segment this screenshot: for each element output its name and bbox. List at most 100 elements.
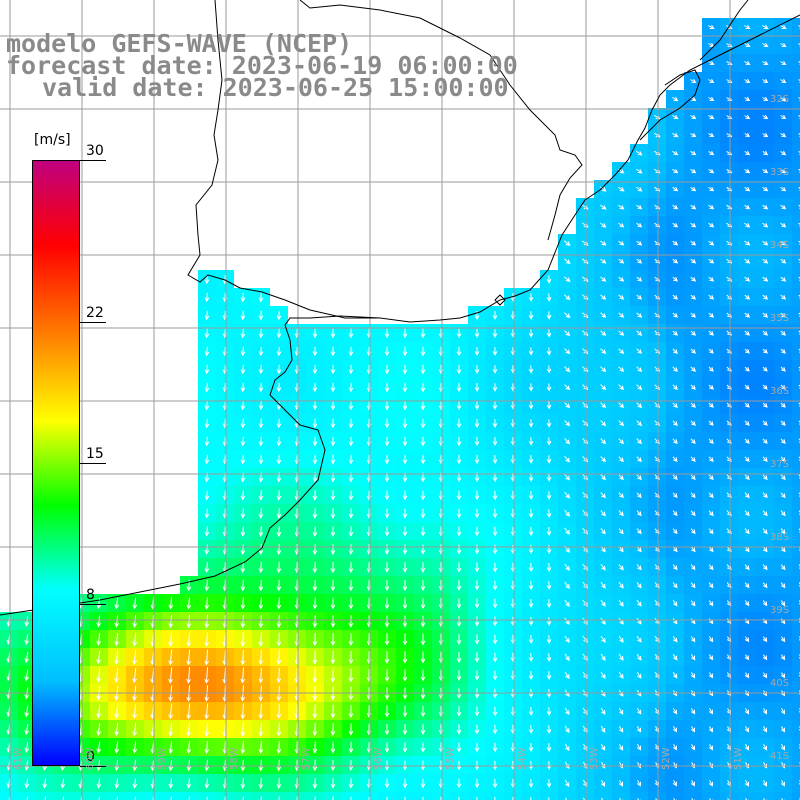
wind-arrow xyxy=(276,597,282,610)
wind-arrow xyxy=(384,454,390,465)
field-cell xyxy=(756,792,774,800)
wind-arrow xyxy=(456,508,462,519)
wind-arrow xyxy=(474,580,480,591)
wind-arrow xyxy=(600,402,607,409)
wind-arrow xyxy=(546,455,552,464)
wind-arrow xyxy=(420,651,426,664)
wind-arrow xyxy=(420,328,426,339)
wind-arrow xyxy=(763,797,767,800)
wind-arrow xyxy=(672,474,678,480)
wind-arrow xyxy=(384,382,390,393)
wind-arrow xyxy=(619,797,624,800)
wind-arrow xyxy=(492,580,498,591)
wind-arrow xyxy=(492,329,498,338)
wind-arrow xyxy=(420,597,426,610)
wind-arrow xyxy=(708,60,715,66)
wind-arrow xyxy=(600,240,607,246)
wind-arrow xyxy=(636,635,642,643)
wind-arrow xyxy=(204,722,210,737)
wind-arrow xyxy=(780,204,787,210)
wind-arrow xyxy=(708,456,714,462)
wind-arrow xyxy=(690,330,696,336)
wind-arrow xyxy=(762,510,768,517)
wind-arrow xyxy=(672,492,678,498)
wind-arrow xyxy=(780,60,787,66)
wind-arrow xyxy=(528,383,534,392)
wind-arrow xyxy=(798,294,800,299)
wind-arrow xyxy=(690,528,696,535)
wind-arrow xyxy=(546,743,552,752)
field-cell xyxy=(684,792,702,800)
wind-arrow xyxy=(600,653,606,661)
wind-arrow xyxy=(312,650,318,665)
wind-arrow xyxy=(330,633,336,646)
wind-arrow xyxy=(492,562,498,573)
wind-arrow xyxy=(564,491,571,499)
wind-arrow xyxy=(420,490,426,501)
wind-arrow xyxy=(492,598,498,609)
wind-arrow xyxy=(780,222,787,228)
wind-arrow xyxy=(762,456,768,462)
wind-arrow xyxy=(582,294,589,300)
wind-arrow xyxy=(348,364,354,375)
wind-arrow xyxy=(708,276,715,282)
wind-arrow xyxy=(96,759,102,772)
wind-arrow xyxy=(564,527,571,535)
wind-arrow xyxy=(312,741,318,754)
wind-arrow xyxy=(132,722,138,737)
wind-arrow xyxy=(348,418,354,429)
wind-arrow xyxy=(474,490,480,501)
wind-arrow xyxy=(546,526,552,537)
wind-arrow xyxy=(204,526,210,537)
wind-arrow xyxy=(708,636,714,643)
field-cell xyxy=(252,792,270,800)
wind-arrow xyxy=(276,346,282,357)
wind-arrow xyxy=(348,490,354,501)
wind-arrow xyxy=(402,436,408,447)
wind-arrow xyxy=(600,563,606,571)
wind-arrow xyxy=(762,726,768,733)
wind-arrow xyxy=(402,544,408,555)
wind-arrow xyxy=(240,310,246,321)
wind-arrow xyxy=(186,741,192,754)
wind-arrow xyxy=(492,544,498,555)
wind-arrow xyxy=(636,168,643,174)
wind-arrow xyxy=(744,222,751,228)
wind-arrow xyxy=(780,330,786,336)
field-cell xyxy=(792,288,800,306)
wind-arrow xyxy=(420,615,426,628)
wind-arrow xyxy=(672,780,677,787)
wind-arrow xyxy=(420,742,426,753)
wind-arrow xyxy=(672,150,679,156)
wind-arrow xyxy=(618,599,624,607)
wind-arrow xyxy=(564,725,570,734)
field-cell xyxy=(792,648,800,666)
wind-arrow xyxy=(618,402,625,409)
field-cell xyxy=(792,630,800,648)
wind-arrow xyxy=(690,294,696,300)
field-cell xyxy=(234,792,252,800)
wind-arrow xyxy=(132,704,138,719)
wind-arrow xyxy=(474,310,480,321)
wind-arrow xyxy=(600,222,607,228)
wind-arrow xyxy=(546,562,552,573)
wind-arrow xyxy=(690,204,697,210)
wind-arrow xyxy=(672,708,678,715)
wind-arrow xyxy=(330,490,336,501)
wind-arrow xyxy=(600,456,607,463)
wind-arrow xyxy=(673,798,677,800)
wind-arrow xyxy=(240,632,246,647)
wind-arrow xyxy=(62,796,65,800)
field-cell xyxy=(792,54,800,72)
field-cell xyxy=(792,342,800,360)
wind-arrow xyxy=(24,778,30,789)
wind-arrow xyxy=(312,400,318,411)
wind-arrow xyxy=(168,741,174,754)
wind-arrow xyxy=(188,796,190,800)
wind-arrow xyxy=(474,400,480,411)
wind-arrow xyxy=(744,438,750,444)
wind-arrow xyxy=(744,726,750,733)
wind-arrow xyxy=(618,707,624,715)
wind-arrow xyxy=(42,778,48,789)
wind-arrow xyxy=(618,635,624,643)
